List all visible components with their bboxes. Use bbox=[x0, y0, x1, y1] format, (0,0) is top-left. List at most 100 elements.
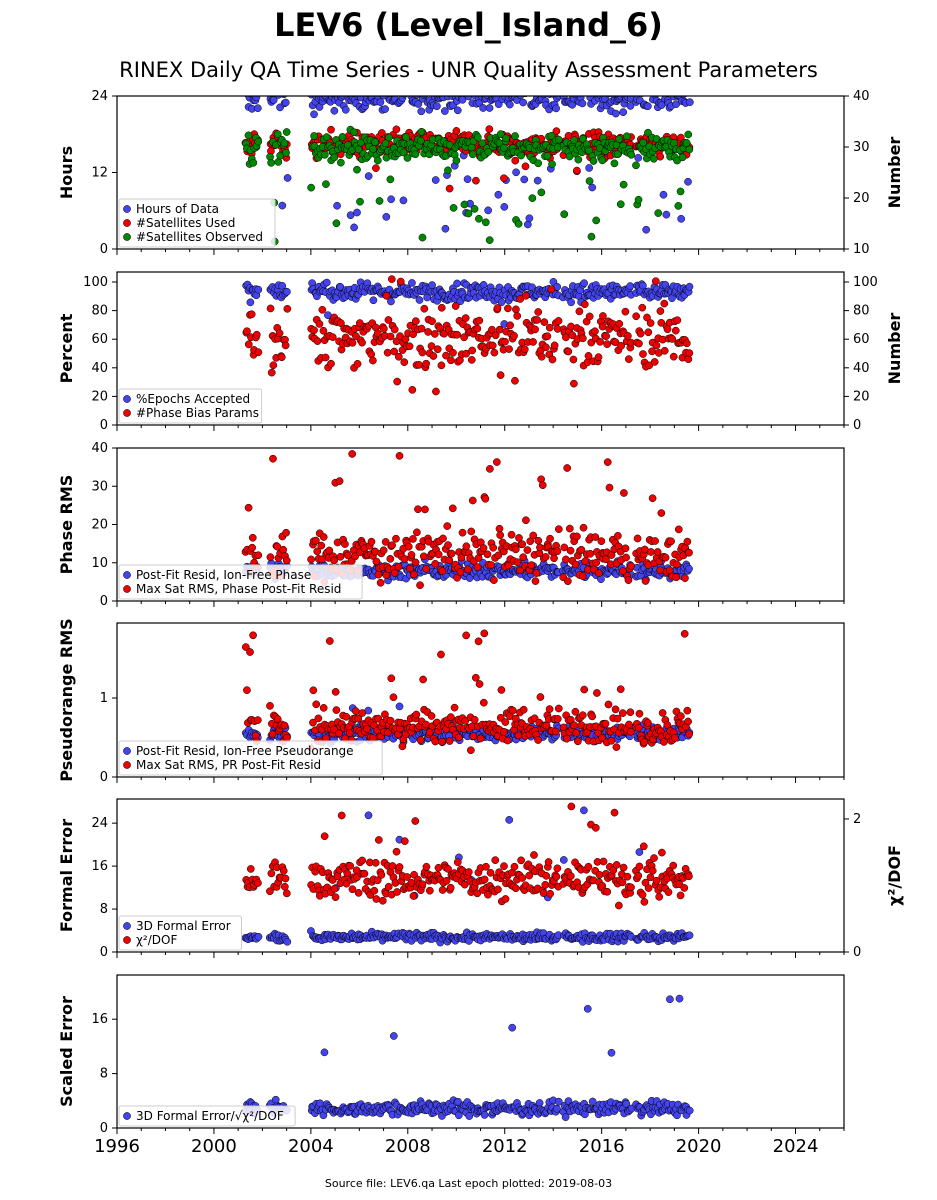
data-point bbox=[384, 882, 393, 891]
data-point bbox=[412, 710, 421, 719]
data-point bbox=[370, 886, 379, 895]
data-point bbox=[249, 158, 258, 167]
data-point bbox=[623, 872, 632, 881]
data-point bbox=[554, 525, 563, 534]
data-point bbox=[580, 806, 588, 815]
data-point bbox=[307, 555, 315, 564]
legend-marker bbox=[123, 219, 131, 227]
data-point bbox=[386, 175, 395, 184]
y-tick-label: 20 bbox=[91, 389, 108, 404]
data-point bbox=[554, 317, 563, 325]
data-point bbox=[330, 106, 339, 115]
legend-box bbox=[118, 388, 263, 424]
data-point bbox=[404, 542, 413, 551]
y-tick-label-right: 100 bbox=[853, 275, 878, 290]
data-point bbox=[686, 98, 694, 107]
data-point bbox=[461, 314, 470, 322]
data-point bbox=[480, 1111, 489, 1119]
data-point bbox=[381, 139, 390, 148]
data-point bbox=[650, 358, 659, 366]
data-point bbox=[437, 650, 445, 659]
data-point bbox=[648, 866, 657, 875]
data-point bbox=[422, 359, 430, 368]
data-point bbox=[611, 338, 620, 347]
data-point bbox=[514, 731, 523, 740]
data-point bbox=[280, 96, 288, 99]
data-point bbox=[358, 856, 367, 865]
data-point bbox=[552, 872, 561, 881]
data-point bbox=[680, 96, 688, 99]
data-point bbox=[282, 528, 290, 537]
data-point bbox=[592, 558, 601, 567]
data-point bbox=[475, 316, 484, 325]
data-point bbox=[377, 871, 386, 879]
data-point bbox=[247, 310, 256, 319]
data-point bbox=[508, 1023, 517, 1032]
data-point bbox=[681, 574, 689, 582]
data-point bbox=[541, 880, 550, 889]
data-point bbox=[636, 329, 645, 338]
data-point bbox=[458, 96, 463, 97]
data-point bbox=[543, 332, 552, 341]
data-point bbox=[384, 88, 391, 95]
data-point bbox=[598, 734, 607, 742]
data-point bbox=[580, 300, 589, 309]
data-point bbox=[282, 556, 291, 565]
data-point bbox=[417, 324, 426, 333]
data-point bbox=[271, 88, 278, 95]
data-point bbox=[453, 573, 461, 582]
data-point bbox=[437, 361, 446, 370]
panel-6-points bbox=[241, 994, 694, 1122]
data-point bbox=[603, 887, 612, 896]
data-point bbox=[615, 901, 623, 910]
y-tick-label: 0 bbox=[100, 594, 108, 609]
data-point bbox=[373, 876, 382, 885]
data-point bbox=[486, 465, 494, 473]
data-point bbox=[309, 686, 318, 695]
data-point bbox=[571, 707, 580, 716]
data-point bbox=[569, 355, 578, 364]
data-point bbox=[313, 337, 322, 345]
data-point bbox=[389, 693, 398, 702]
data-point bbox=[582, 88, 589, 95]
data-point bbox=[571, 560, 580, 569]
data-point bbox=[408, 279, 416, 287]
data-point bbox=[252, 96, 261, 102]
data-point bbox=[346, 862, 355, 870]
data-point bbox=[562, 555, 570, 564]
data-point bbox=[399, 148, 408, 157]
data-point bbox=[281, 98, 290, 107]
data-point bbox=[453, 330, 461, 339]
y-tick-label: 16 bbox=[91, 859, 108, 874]
data-point bbox=[624, 355, 633, 363]
data-point bbox=[639, 281, 647, 290]
data-point bbox=[336, 282, 345, 291]
data-point bbox=[281, 341, 290, 350]
data-point bbox=[484, 206, 492, 215]
data-point bbox=[668, 335, 677, 343]
data-point bbox=[625, 720, 633, 729]
data-point bbox=[656, 566, 665, 575]
data-point bbox=[371, 138, 380, 146]
data-point bbox=[376, 578, 385, 587]
series-2-points bbox=[242, 802, 693, 910]
data-point bbox=[494, 885, 502, 894]
data-point bbox=[500, 174, 508, 183]
data-point bbox=[445, 737, 454, 745]
data-point bbox=[400, 358, 409, 367]
data-point bbox=[431, 559, 440, 568]
data-point bbox=[244, 503, 253, 512]
data-point bbox=[627, 150, 636, 159]
legend-marker bbox=[123, 409, 131, 417]
y-tick-label: 8 bbox=[100, 1067, 108, 1082]
data-point bbox=[367, 537, 376, 546]
x-tick-label: 2004 bbox=[288, 1136, 334, 1157]
data-point bbox=[664, 888, 673, 896]
y-axis-label-right: χ²/DOF bbox=[885, 845, 904, 906]
data-point bbox=[387, 674, 396, 683]
data-point bbox=[342, 712, 351, 721]
data-point bbox=[522, 516, 530, 525]
data-point bbox=[254, 348, 263, 357]
data-point bbox=[562, 734, 571, 743]
